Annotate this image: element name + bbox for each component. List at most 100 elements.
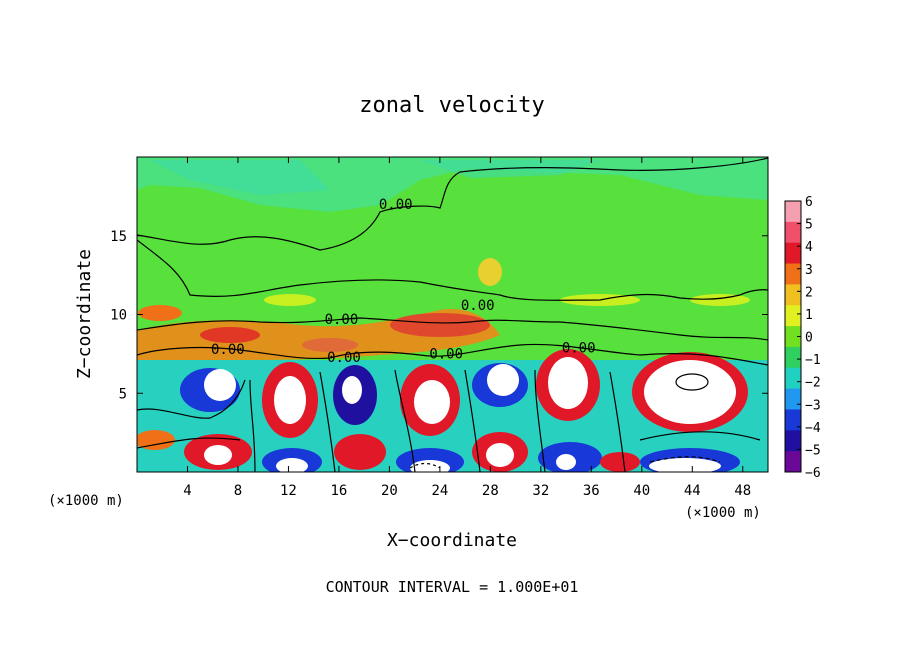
colorbar-label: −5 [805, 443, 821, 458]
x-tick-label: 12 [280, 483, 297, 499]
x-tick-label: 32 [532, 483, 549, 499]
contour-mid-1 [137, 317, 768, 341]
x-tick-label: 44 [684, 483, 701, 499]
y-tick-label: 10 [110, 308, 127, 324]
contour-interval-note: CONTOUR INTERVAL = 1.000E+01 [326, 578, 579, 596]
colorbar-label: 4 [805, 240, 813, 255]
cell-core-2 [274, 376, 306, 424]
contour-label: 0.00 [379, 197, 413, 213]
cell-bottom-core-7 [556, 454, 576, 470]
x-tick-label: 8 [234, 483, 242, 499]
contour-lines [137, 157, 768, 472]
field-red-band-1 [390, 313, 490, 337]
field-yellow-streak-1 [264, 294, 316, 306]
colorbar-swatch [785, 430, 801, 452]
colorbar-label: 6 [805, 195, 813, 210]
contour-label: 0.00 [429, 347, 463, 363]
contour-label: 0.00 [325, 312, 359, 328]
x-tick-label: 28 [482, 483, 499, 499]
x-axis-ticks: 4 8 12 16 20 24 28 32 36 40 44 48 [183, 157, 751, 499]
cell-bottom-4 [334, 434, 386, 470]
colorbar-swatch [785, 242, 801, 265]
cell-core-5 [487, 364, 519, 396]
contour-low-1 [137, 379, 246, 419]
x-tick-label: 40 [633, 483, 650, 499]
field-upper-cyan-3 [420, 160, 600, 178]
colorbar-label: 2 [805, 285, 813, 300]
contour-label: 0.00 [327, 350, 361, 366]
x-tick-label: 36 [583, 483, 600, 499]
contour-low-3 [319, 371, 336, 472]
cell-bottom-1 [137, 430, 175, 450]
colorbar-label: −6 [805, 466, 821, 481]
colorbar-label: −3 [805, 398, 821, 413]
cell-core-3 [342, 376, 362, 404]
cell-bottom-8 [600, 452, 640, 472]
y-axis-label: Z−coordinate [74, 249, 95, 379]
colorbar-label: 5 [805, 218, 813, 233]
colorbar-label: −1 [805, 353, 821, 368]
colorbar-swatch [785, 201, 801, 223]
x-unit-left: (×1000 m) [48, 493, 124, 509]
cell-core-7 [644, 360, 736, 424]
contour-dashed-1 [649, 456, 721, 463]
colorbar-swatch [785, 221, 801, 244]
y-tick-label: 5 [119, 386, 127, 402]
field-yellow-patch [478, 258, 502, 286]
x-tick-label: 16 [330, 483, 347, 499]
field-upper-cyan-2 [150, 160, 330, 195]
contour-low-5 [464, 369, 481, 472]
field-orange-left [138, 305, 182, 321]
cell-bottom-core-5 [410, 460, 450, 472]
colorbar-label: −2 [805, 376, 821, 391]
contour-low-2 [249, 379, 256, 472]
x-axis-label: X−coordinate [387, 530, 517, 551]
field-red-band-2 [200, 327, 260, 343]
colorbar-swatch [785, 284, 801, 306]
contour-labels: 0.00 0.00 0.00 0.00 0.00 0.00 0.00 [211, 197, 596, 366]
cell-bottom-core-2 [204, 445, 232, 465]
y-tick-label: 15 [110, 229, 127, 245]
cell-core-1 [204, 369, 236, 401]
colorbar-label: 3 [805, 263, 813, 278]
cell-bottom-core-6 [486, 443, 514, 467]
colorbar-swatch [785, 409, 801, 431]
contour-low-6 [534, 369, 546, 472]
colorbar-swatch [785, 451, 801, 473]
cell-bottom-core-3 [276, 458, 308, 472]
colorbar-swatch [785, 346, 801, 369]
x-tick-label: 4 [183, 483, 191, 499]
contour-label: 0.00 [461, 298, 495, 314]
colorbar: 6 5 4 3 2 1 0 −1 −2 −3 −4 −5 −6 [784, 195, 821, 481]
x-tick-label: 20 [381, 483, 398, 499]
contour-low-8 [137, 437, 241, 449]
colorbar-label: −4 [805, 421, 821, 436]
contour-mid-2 [137, 343, 768, 366]
contour-dashed-2 [409, 462, 441, 469]
field-yellow-streak-3 [690, 294, 750, 306]
contour-low-4 [394, 369, 416, 472]
chart-title: zonal velocity [359, 93, 544, 118]
contour-upper-2 [137, 239, 768, 301]
colorbar-label: 0 [805, 331, 813, 346]
velocity-field [137, 157, 768, 472]
cell-bottom-core-9 [649, 458, 721, 472]
contour-label: 0.00 [211, 342, 245, 358]
contour-label: 0.00 [562, 340, 596, 356]
contour-closed-1 [675, 373, 709, 391]
contour-upper-1 [137, 157, 768, 251]
contour-low-7 [609, 371, 626, 472]
field-red-band-3 [302, 338, 358, 352]
colorbar-swatch [785, 305, 801, 327]
colorbar-swatch [785, 263, 801, 285]
cell-core-4 [414, 380, 450, 424]
cell-core-6 [548, 357, 588, 409]
colorbar-label: 1 [805, 308, 813, 323]
colorbar-swatch [785, 367, 801, 390]
x-tick-label: 48 [734, 483, 751, 499]
colorbar-swatch [785, 388, 801, 410]
contour-low-9 [639, 431, 761, 441]
colorbar-swatch [785, 326, 801, 348]
